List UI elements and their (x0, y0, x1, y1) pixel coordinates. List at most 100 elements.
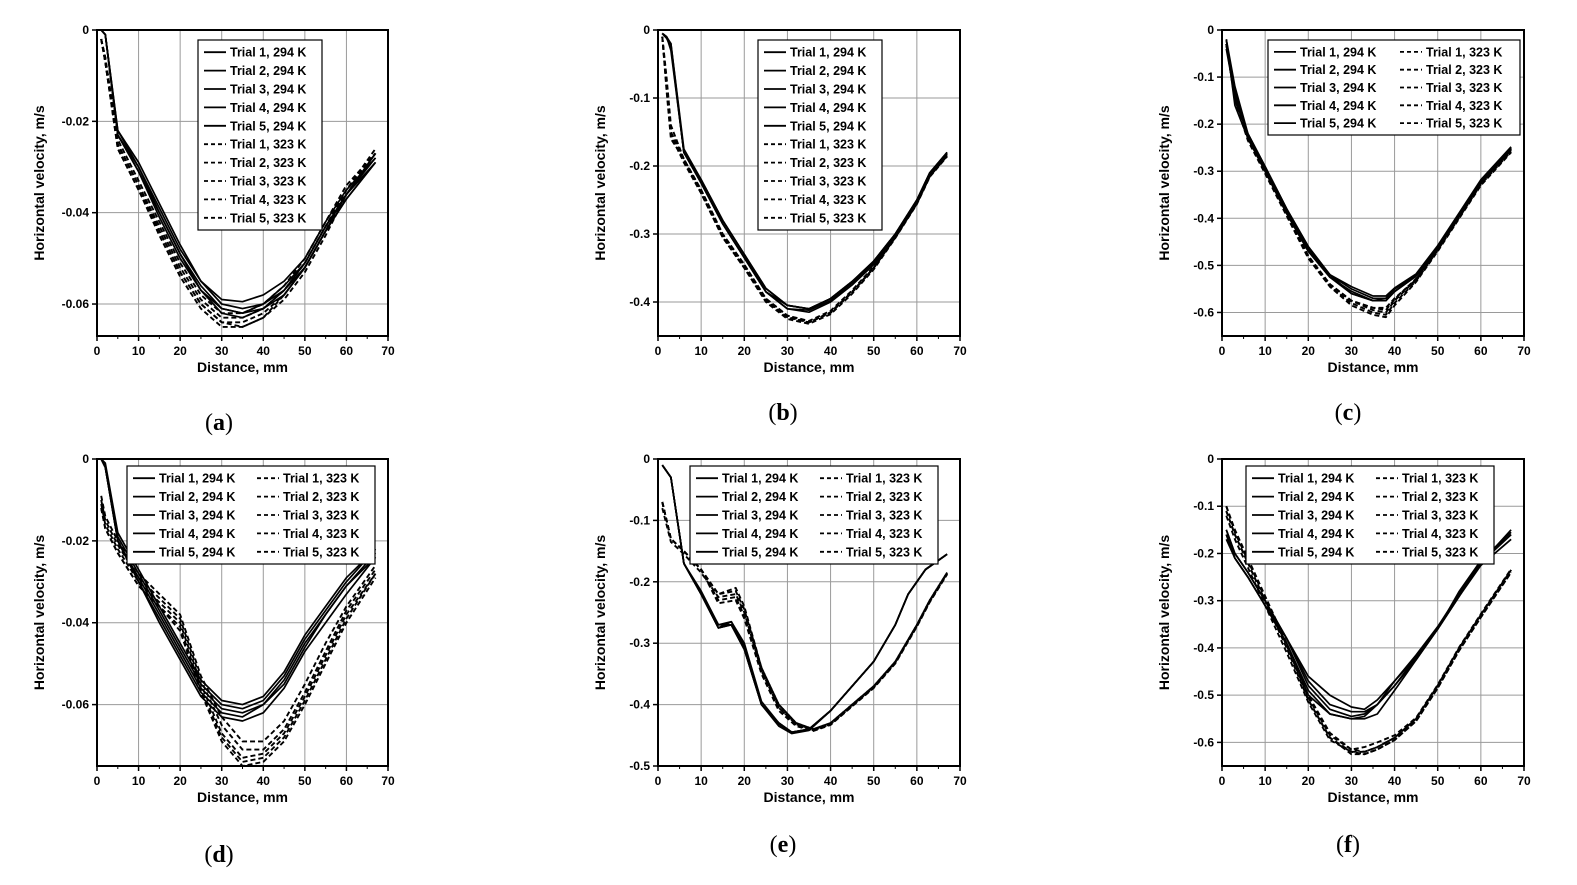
y-axis-title: Horizontal velocity, m/s (592, 105, 608, 261)
series-line-10 (1225, 43, 1512, 309)
x-tick-label: 50 (867, 774, 881, 788)
x-tick-label: 60 (910, 344, 924, 358)
x-tick-label: 60 (340, 774, 354, 788)
series-group (100, 459, 377, 766)
series-line-1 (100, 459, 377, 706)
y-axis-title: Horizontal velocity, m/s (31, 105, 47, 261)
legend-box (689, 465, 939, 565)
series-line-9 (100, 38, 377, 328)
legend-entry-label: Trial 2, 294 K (1300, 63, 1376, 77)
legend-entry-label: Trial 1, 294 K (230, 46, 306, 60)
legend: Trial 1, 294 K Trial 2, 294 K Trial 3, 294… (1267, 39, 1521, 136)
legend-entry-label: Trial 5, 294 K (1278, 545, 1354, 559)
x-tick-label: 20 (738, 344, 752, 358)
x-tick-label: 70 (381, 774, 395, 788)
series-line-8 (100, 503, 377, 759)
legend-entry-label: Trial 1, 323 K (846, 472, 922, 486)
x-tick-label: 70 (1517, 344, 1531, 358)
y-tick-label: -0.4 (629, 295, 650, 309)
x-axis-title: Distance, mm (763, 359, 854, 375)
legend-entry-label: Trial 4, 323 K (283, 527, 359, 541)
plot-frame (657, 458, 961, 767)
x-tick-label: 0 (1219, 344, 1226, 358)
panel-label-letter: f (1344, 832, 1353, 858)
x-tick-label: 10 (694, 774, 708, 788)
x-tick-label: 50 (1431, 774, 1445, 788)
series-line-4 (1225, 529, 1512, 713)
y-tick-label: -0.1 (1193, 70, 1214, 84)
y-tick-label: -0.3 (629, 227, 650, 241)
legend-box (1267, 39, 1521, 136)
plot-frame (657, 29, 961, 337)
panel-label: (e) (770, 832, 797, 858)
x-tick-label: 30 (215, 344, 229, 358)
legend-entry-label: Trial 5, 323 K (283, 545, 359, 559)
y-tick-label: -0.5 (1193, 258, 1214, 272)
legend-entry-label: Trial 4, 294 K (159, 527, 235, 541)
legend-entry-label: Trial 3, 294 K (230, 83, 306, 97)
legend-entry-label: Trial 5, 323 K (790, 211, 866, 225)
x-tick-label: 60 (1474, 344, 1488, 358)
legend-entry-label: Trial 1, 323 K (283, 472, 359, 486)
series-line-6 (1225, 505, 1512, 753)
y-tick-label: 0 (82, 23, 89, 37)
x-tick-label: 50 (1431, 344, 1445, 358)
legend-entry-label: Trial 1, 323 K (790, 138, 866, 152)
series-line-7 (100, 499, 377, 751)
legend-box (1245, 465, 1495, 565)
legend: Trial 1, 294 K Trial 2, 294 K Trial 3, 294… (689, 465, 939, 565)
x-tick-label: 20 (1302, 344, 1316, 358)
series-line-10 (100, 38, 377, 328)
panel-label: (b) (768, 400, 797, 426)
panel-label-open-paren: ( (1336, 832, 1344, 858)
y-tick-label: -0.06 (62, 297, 90, 311)
panel-label-open-paren: ( (205, 410, 213, 436)
legend-entry-label: Trial 5, 294 K (159, 545, 235, 559)
y-tick-label: -0.1 (1193, 499, 1214, 513)
series-line-10 (661, 36, 948, 324)
x-tick-label: 20 (173, 344, 187, 358)
x-tick-label: 60 (910, 774, 924, 788)
legend-entry-label: Trial 3, 323 K (1426, 81, 1502, 95)
series-line-9 (1225, 505, 1512, 751)
chart-panel-a: 0 10 20 30 40 50 60 70 0 -0.02 -0.04 -0.06 Distance,… (31, 23, 395, 436)
y-axis-title: Horizontal velocity, m/s (31, 535, 47, 691)
y-tick-label: -0.2 (1193, 117, 1214, 131)
legend-entry-label: Trial 2, 323 K (283, 490, 359, 504)
x-axis-title: Distance, mm (197, 789, 288, 805)
y-tick-label: 0 (1207, 23, 1214, 37)
panel-label-letter: a (213, 410, 225, 436)
x-tick-label: 70 (381, 344, 395, 358)
legend-entry-label: Trial 5, 323 K (1402, 545, 1478, 559)
legend-entry-label: Trial 1, 323 K (1426, 45, 1502, 59)
legend-entry-label: Trial 2, 294 K (790, 64, 866, 78)
x-tick-label: 0 (94, 774, 101, 788)
x-tick-label: 30 (1345, 344, 1359, 358)
x-axis-title: Distance, mm (1327, 359, 1418, 375)
y-tick-label: -0.6 (1193, 305, 1214, 319)
panel-label-letter: c (1343, 400, 1354, 426)
panel-label-close-paren: ) (1352, 832, 1360, 858)
y-tick-label: -0.2 (1193, 546, 1214, 560)
x-tick-label: 30 (781, 774, 795, 788)
panel-label-open-paren: ( (770, 832, 778, 858)
series-line-10 (661, 501, 948, 732)
x-tick-label: 60 (340, 344, 354, 358)
legend-entry-label: Trial 2, 294 K (159, 490, 235, 504)
legend-entry-label: Trial 4, 294 K (230, 101, 306, 115)
y-tick-label: 0 (643, 23, 650, 37)
legend-entry-label: Trial 1, 294 K (159, 472, 235, 486)
panel-label-close-paren: ) (226, 842, 234, 868)
x-tick-label: 0 (655, 774, 662, 788)
x-tick-label: 20 (738, 774, 752, 788)
legend-entry-label: Trial 5, 294 K (790, 119, 866, 133)
legend: Trial 1, 294 K Trial 2, 294 K Trial 3, 294… (197, 39, 323, 231)
y-tick-label: -0.02 (62, 114, 90, 128)
legend-entry-label: Trial 5, 323 K (846, 545, 922, 559)
y-tick-label: -0.3 (1193, 164, 1214, 178)
panel-label-letter: b (776, 400, 789, 426)
legend-entry-label: Trial 4, 323 K (790, 193, 866, 207)
y-tick-label: -0.3 (629, 636, 650, 650)
legend-entry-label: Trial 3, 294 K (1300, 81, 1376, 95)
panel-label-open-paren: ( (1335, 400, 1343, 426)
